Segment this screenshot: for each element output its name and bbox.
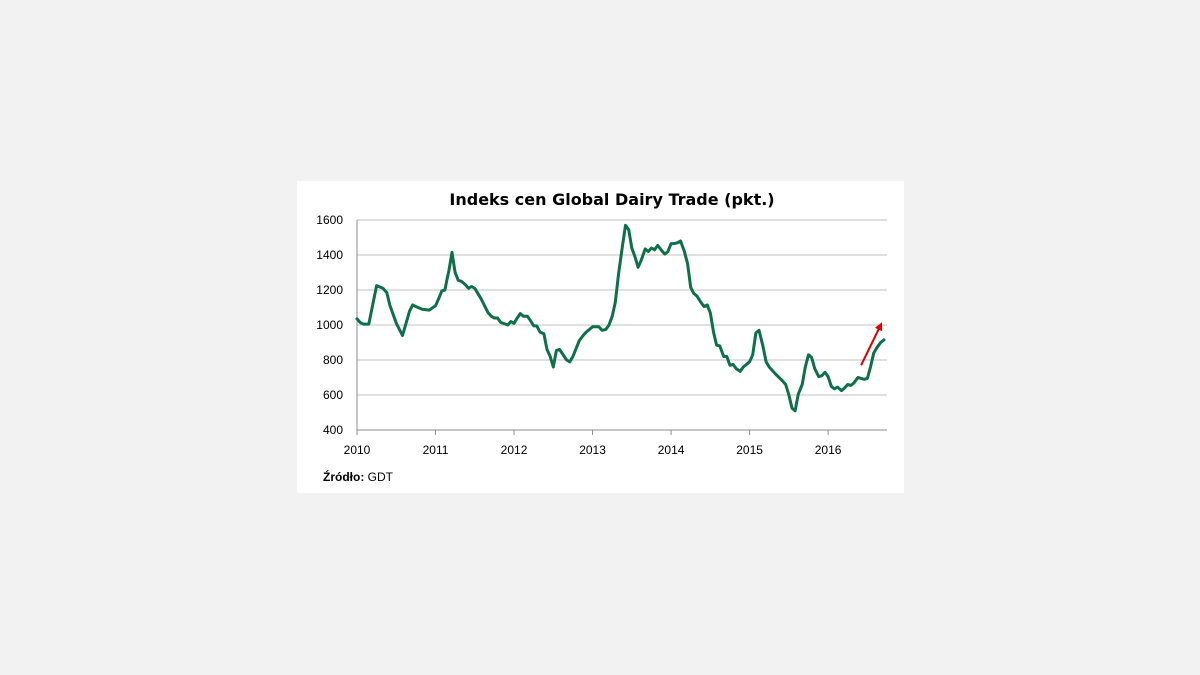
x-tick-label-2016: 2016 xyxy=(815,443,842,457)
y-tick-label-1000: 1000 xyxy=(316,318,343,332)
x-tick-label-2010: 2010 xyxy=(344,443,371,457)
source-note: Źródło: GDT xyxy=(323,470,393,484)
series-layer xyxy=(355,223,886,413)
source-label: Źródło: xyxy=(323,470,365,484)
y-tick-label-600: 600 xyxy=(323,388,343,402)
x-tick-label-2011: 2011 xyxy=(423,443,449,457)
chart-title: Indeks cen Global Dairy Trade (pkt.) xyxy=(449,190,775,209)
x-tick-labels: 2010 2011 2012 2013 2014 2015 2016 xyxy=(344,443,842,457)
x-tick-label-2013: 2013 xyxy=(579,443,606,457)
y-tick-label-400: 400 xyxy=(323,423,343,437)
chart-card: Indeks cen Global Dairy Trade (pkt.) 400… xyxy=(297,181,904,493)
x-tick-label-2015: 2015 xyxy=(736,443,763,457)
y-tick-label-800: 800 xyxy=(323,353,343,367)
axes xyxy=(356,220,887,435)
y-tick-labels: 400 600 800 1000 1200 1400 1600 xyxy=(316,213,343,437)
series-line-0 xyxy=(355,223,886,413)
y-tick-label-1400: 1400 xyxy=(316,248,343,262)
source-value: GDT xyxy=(367,470,394,484)
y-tick-label-1600: 1600 xyxy=(316,213,343,227)
x-tick-label-2012: 2012 xyxy=(501,443,528,457)
y-tick-label-1200: 1200 xyxy=(316,283,343,297)
trend-arrow xyxy=(860,322,883,366)
annotation-layer xyxy=(860,322,883,366)
x-tick-label-2014: 2014 xyxy=(658,443,685,457)
